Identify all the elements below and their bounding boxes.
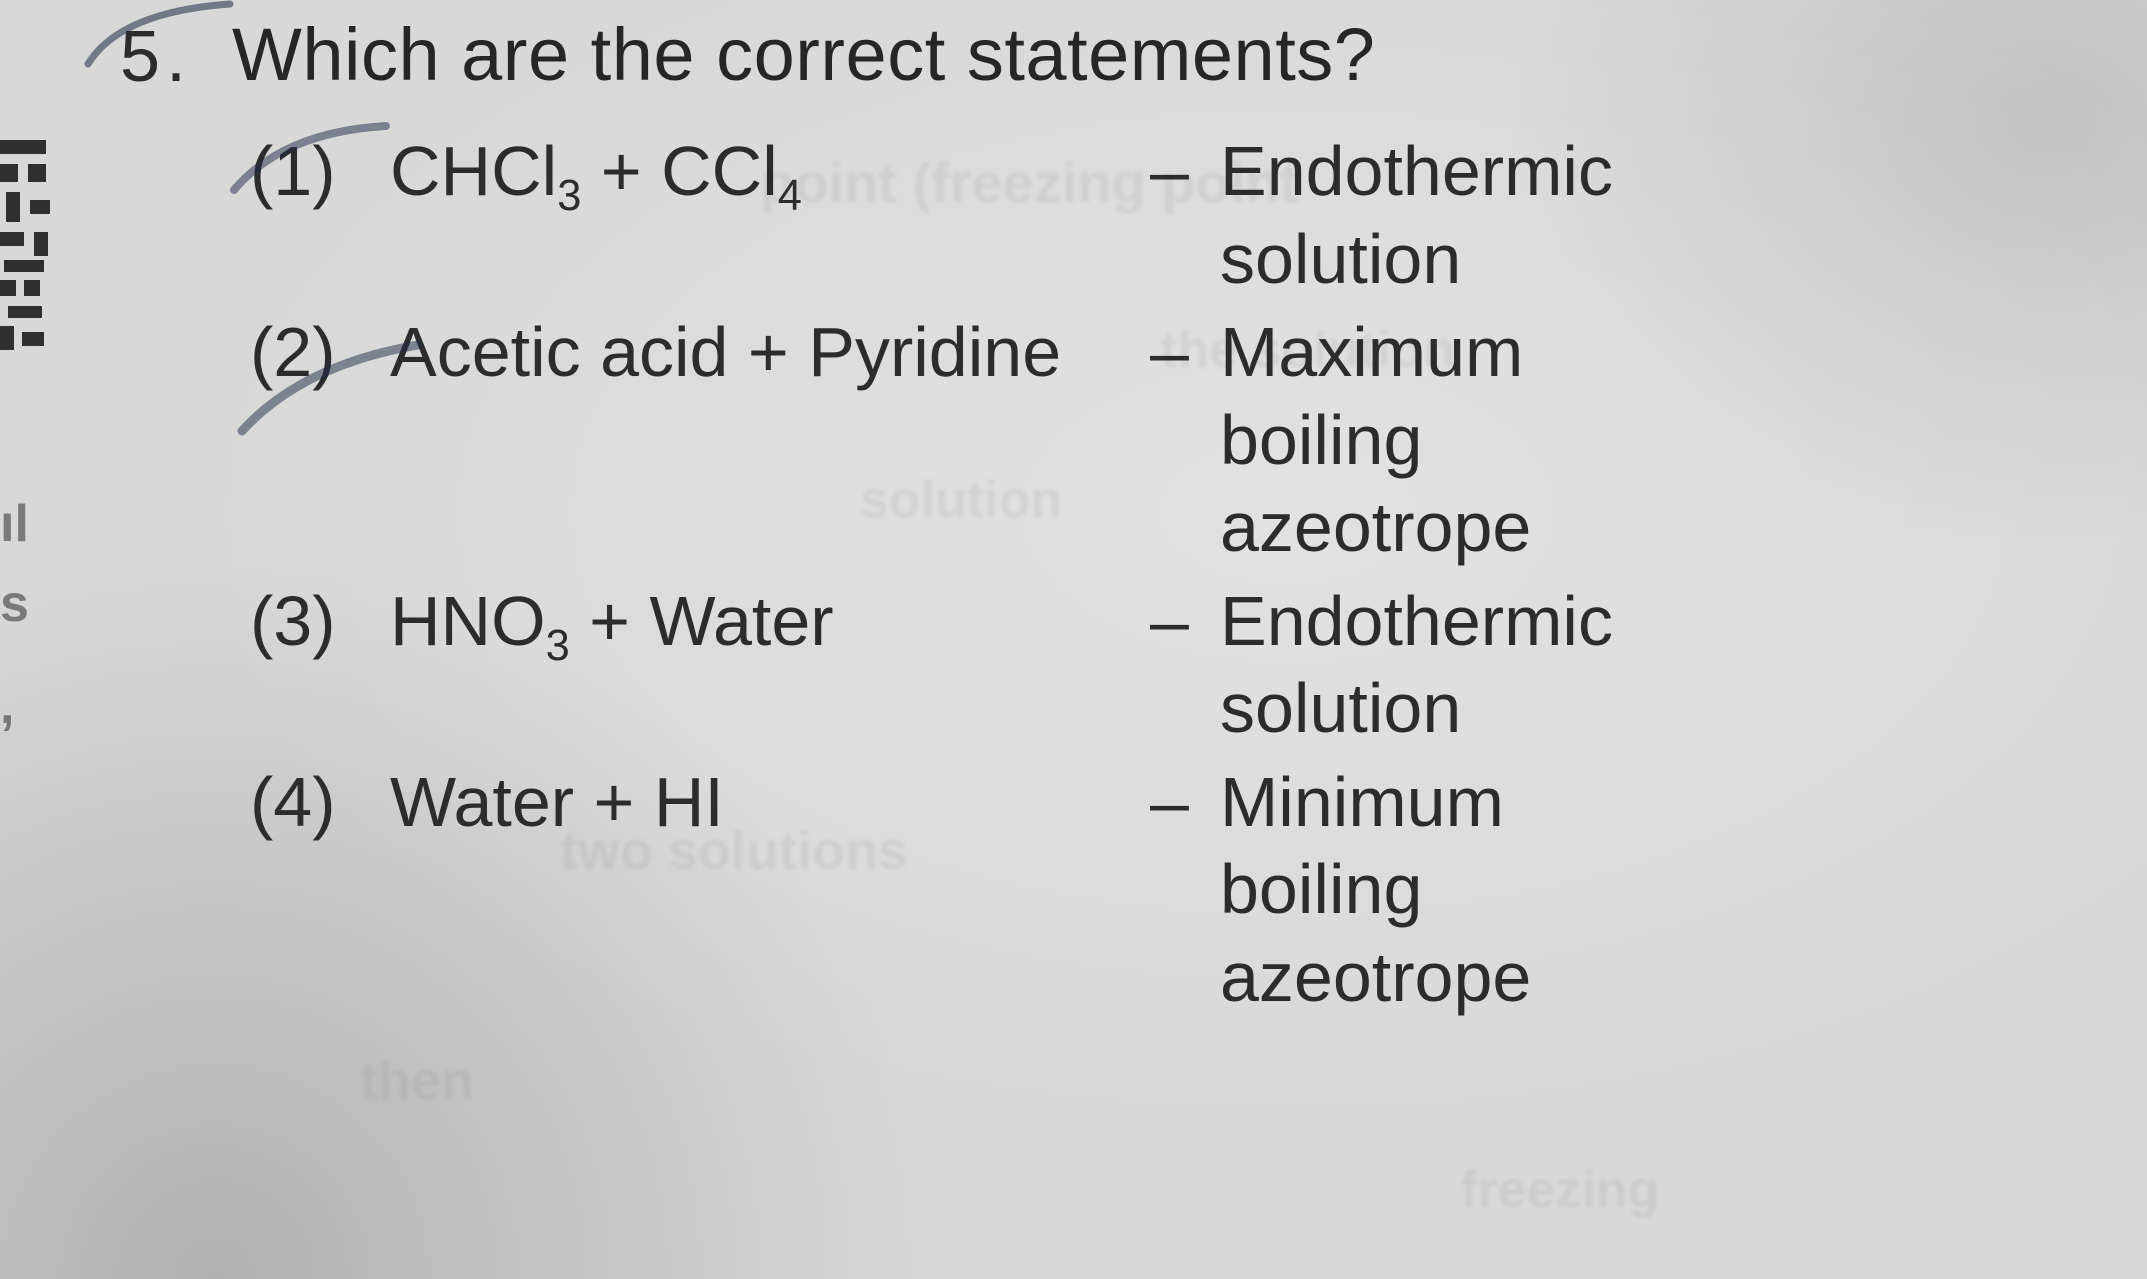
option-row: (4) Water + HI – Minimum boiling azeotro… — [250, 759, 2087, 1022]
formula-part: Acetic acid + Pyridine — [390, 313, 1061, 391]
formula-part: + Water — [570, 582, 834, 660]
option-right-line: boiling — [1220, 846, 2087, 934]
ghost-line: freezing — [1460, 1160, 1659, 1220]
formula-sub: 3 — [557, 172, 581, 220]
formula-part: HNO — [390, 582, 546, 660]
edge-letter: s — [0, 578, 40, 630]
question-row: 5. Which are the correct statements? — [108, 12, 2107, 98]
qr-fragment — [0, 140, 62, 360]
formula-part: Water + HI — [390, 763, 724, 841]
option-dash: – — [1150, 128, 1220, 216]
option-left: HNO3 + Water — [390, 578, 1150, 666]
option-number: (2) — [250, 309, 390, 397]
option-dash: – — [1150, 309, 1220, 397]
option-right-line: Minimum — [1220, 759, 2087, 847]
option-right-line: azeotrope — [1220, 934, 2087, 1022]
option-dash: – — [1150, 578, 1220, 666]
formula-part: CHCl — [390, 132, 557, 210]
option-right: Endothermic solution — [1220, 578, 2087, 753]
option-left: Water + HI — [390, 759, 1150, 847]
option-right-line: solution — [1220, 216, 2087, 304]
option-row: (2) Acetic acid + Pyridine – Maximum boi… — [250, 309, 2087, 572]
option-number-text: (2) — [250, 313, 336, 391]
option-right-line: solution — [1220, 665, 2087, 753]
question-number-value: 5 — [120, 17, 160, 97]
option-right-line: azeotrope — [1220, 484, 2087, 572]
formula-part: + CCl — [581, 132, 777, 210]
formula-sub: 4 — [778, 172, 802, 220]
option-right: Minimum boiling azeotrope — [1220, 759, 2087, 1022]
formula-sub: 3 — [546, 622, 570, 670]
ghost-line: then — [360, 1050, 474, 1112]
edge-letter: , — [0, 680, 40, 732]
option-left: CHCl3 + CCl4 — [390, 128, 1150, 216]
option-right: Endothermic solution — [1220, 128, 2087, 303]
option-number-text: (4) — [250, 763, 336, 841]
option-right-line: Endothermic — [1220, 128, 2087, 216]
option-number: (4) — [250, 759, 390, 847]
option-right-line: Endothermic — [1220, 578, 2087, 666]
option-row: (1) CHCl3 + CCl4 – Endothermic solution — [250, 128, 2087, 303]
option-row: (3) HNO3 + Water – Endothermic solution — [250, 578, 2087, 753]
option-dash: – — [1150, 759, 1220, 847]
option-number: (3) — [250, 578, 390, 666]
option-right: Maximum boiling azeotrope — [1220, 309, 2087, 572]
left-margin: ıl s , — [0, 0, 90, 1279]
pen-stroke-qnum — [80, 0, 250, 84]
option-left: Acetic acid + Pyridine — [390, 309, 1150, 397]
edge-letter: ıl — [0, 498, 40, 550]
options-block: (1) CHCl3 + CCl4 – Endothermic solution … — [250, 128, 2087, 1021]
option-number-text: (3) — [250, 582, 336, 660]
option-number: (1) — [250, 128, 390, 216]
option-right-line: boiling — [1220, 397, 2087, 485]
question-number: 5. — [108, 12, 186, 98]
option-right-line: Maximum — [1220, 309, 2087, 397]
question-text: Which are the correct statements? — [232, 12, 1375, 97]
question-number-dot: . — [166, 17, 186, 97]
option-number-text: (1) — [250, 132, 336, 210]
page: point (freezing point the solution solut… — [0, 0, 2147, 1279]
